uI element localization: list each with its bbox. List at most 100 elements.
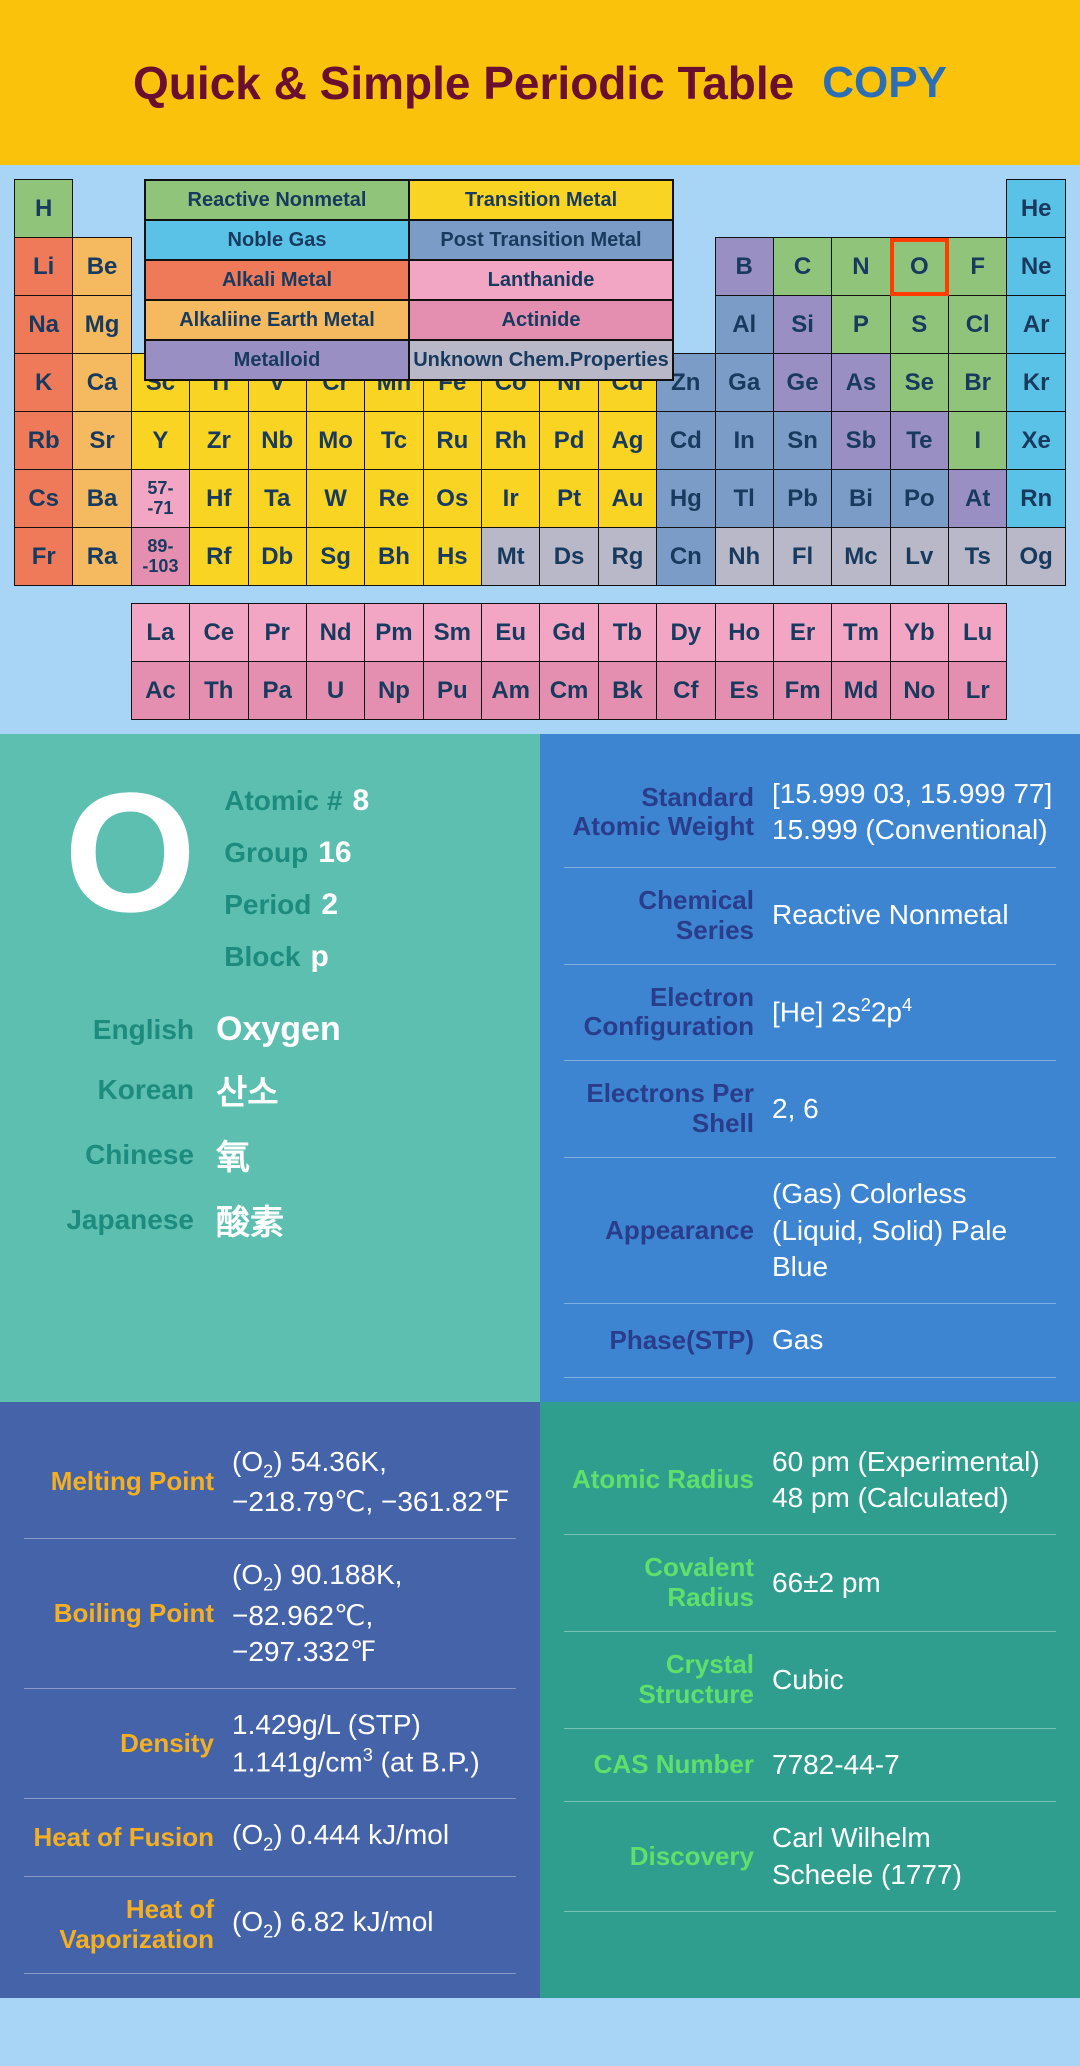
element-cell-Eu[interactable]: Eu [482, 604, 540, 662]
element-cell-Ts[interactable]: Ts [949, 528, 1007, 586]
element-cell-Er[interactable]: Er [773, 604, 831, 662]
element-cell-Ta[interactable]: Ta [248, 470, 306, 528]
element-cell-Xe[interactable]: Xe [1007, 412, 1066, 470]
element-cell-Ge[interactable]: Ge [773, 354, 831, 412]
element-cell-Ce[interactable]: Ce [190, 604, 248, 662]
element-cell-Hg[interactable]: Hg [657, 470, 715, 528]
element-cell-Am[interactable]: Am [482, 662, 540, 720]
element-cell-Fm[interactable]: Fm [773, 662, 831, 720]
element-cell-Ga[interactable]: Ga [715, 354, 773, 412]
element-cell-Zr[interactable]: Zr [190, 412, 248, 470]
element-cell-Gd[interactable]: Gd [540, 604, 598, 662]
element-cell-Pt[interactable]: Pt [540, 470, 598, 528]
element-cell-Hf[interactable]: Hf [190, 470, 248, 528]
element-cell-Dy[interactable]: Dy [657, 604, 715, 662]
element-cell-Mo[interactable]: Mo [306, 412, 364, 470]
element-cell-B[interactable]: B [715, 238, 773, 296]
element-cell-Ca[interactable]: Ca [73, 354, 131, 412]
element-cell-Cf[interactable]: Cf [657, 662, 715, 720]
element-cell-Mc[interactable]: Mc [832, 528, 890, 586]
element-cell-Nh[interactable]: Nh [715, 528, 773, 586]
element-cell-Au[interactable]: Au [598, 470, 656, 528]
element-cell-Pa[interactable]: Pa [248, 662, 306, 720]
element-cell-P[interactable]: P [832, 296, 890, 354]
element-cell-Pu[interactable]: Pu [423, 662, 481, 720]
element-cell-Np[interactable]: Np [365, 662, 423, 720]
element-cell-Db[interactable]: Db [248, 528, 306, 586]
element-cell-Li[interactable]: Li [15, 238, 73, 296]
element-cell-Na[interactable]: Na [15, 296, 73, 354]
element-cell-At[interactable]: At [949, 470, 1007, 528]
element-cell-Rn[interactable]: Rn [1007, 470, 1066, 528]
element-cell-Tb[interactable]: Tb [598, 604, 656, 662]
element-cell-Cl[interactable]: Cl [949, 296, 1007, 354]
element-cell-Fr[interactable]: Fr [15, 528, 73, 586]
element-cell-Es[interactable]: Es [715, 662, 773, 720]
element-cell-Ba[interactable]: Ba [73, 470, 131, 528]
element-cell-Kr[interactable]: Kr [1007, 354, 1066, 412]
element-cell-W[interactable]: W [306, 470, 364, 528]
element-cell-89- -103[interactable]: 89--103 [131, 528, 189, 586]
element-cell-Pb[interactable]: Pb [773, 470, 831, 528]
element-cell-Tm[interactable]: Tm [832, 604, 890, 662]
element-cell-Pm[interactable]: Pm [365, 604, 423, 662]
element-cell-No[interactable]: No [890, 662, 948, 720]
element-cell-Se[interactable]: Se [890, 354, 948, 412]
element-cell-Ra[interactable]: Ra [73, 528, 131, 586]
element-cell-Md[interactable]: Md [832, 662, 890, 720]
element-cell-Nd[interactable]: Nd [306, 604, 364, 662]
element-cell-Bk[interactable]: Bk [598, 662, 656, 720]
element-cell-Bi[interactable]: Bi [832, 470, 890, 528]
element-cell-Cn[interactable]: Cn [657, 528, 715, 586]
element-cell-Ar[interactable]: Ar [1007, 296, 1066, 354]
element-cell-Br[interactable]: Br [949, 354, 1007, 412]
element-cell-He[interactable]: He [1007, 180, 1066, 238]
element-cell-Lu[interactable]: Lu [949, 604, 1007, 662]
element-cell-57- -71[interactable]: 57--71 [131, 470, 189, 528]
element-cell-Nb[interactable]: Nb [248, 412, 306, 470]
element-cell-Po[interactable]: Po [890, 470, 948, 528]
element-cell-Tl[interactable]: Tl [715, 470, 773, 528]
element-cell-Ds[interactable]: Ds [540, 528, 598, 586]
element-cell-In[interactable]: In [715, 412, 773, 470]
element-cell-Mg[interactable]: Mg [73, 296, 131, 354]
element-cell-S[interactable]: S [890, 296, 948, 354]
element-cell-Ne[interactable]: Ne [1007, 238, 1066, 296]
element-cell-Ru[interactable]: Ru [423, 412, 481, 470]
element-cell-Pd[interactable]: Pd [540, 412, 598, 470]
element-cell-Sm[interactable]: Sm [423, 604, 481, 662]
element-cell-Fl[interactable]: Fl [773, 528, 831, 586]
element-cell-Yb[interactable]: Yb [890, 604, 948, 662]
element-cell-U[interactable]: U [306, 662, 364, 720]
element-cell-Si[interactable]: Si [773, 296, 831, 354]
element-cell-Lv[interactable]: Lv [890, 528, 948, 586]
element-cell-C[interactable]: C [773, 238, 831, 296]
element-cell-Cs[interactable]: Cs [15, 470, 73, 528]
element-cell-Rf[interactable]: Rf [190, 528, 248, 586]
element-cell-Y[interactable]: Y [131, 412, 189, 470]
element-cell-Os[interactable]: Os [423, 470, 481, 528]
element-cell-Cm[interactable]: Cm [540, 662, 598, 720]
element-cell-Sg[interactable]: Sg [306, 528, 364, 586]
copy-button[interactable]: COPY [822, 58, 947, 108]
element-cell-Rb[interactable]: Rb [15, 412, 73, 470]
element-cell-As[interactable]: As [832, 354, 890, 412]
element-cell-Sn[interactable]: Sn [773, 412, 831, 470]
element-cell-Be[interactable]: Be [73, 238, 131, 296]
element-cell-Al[interactable]: Al [715, 296, 773, 354]
element-cell-I[interactable]: I [949, 412, 1007, 470]
element-cell-Ag[interactable]: Ag [598, 412, 656, 470]
element-cell-Re[interactable]: Re [365, 470, 423, 528]
element-cell-N[interactable]: N [832, 238, 890, 296]
element-cell-La[interactable]: La [131, 604, 189, 662]
element-cell-Lr[interactable]: Lr [949, 662, 1007, 720]
element-cell-Tc[interactable]: Tc [365, 412, 423, 470]
element-cell-Pr[interactable]: Pr [248, 604, 306, 662]
element-cell-Ir[interactable]: Ir [482, 470, 540, 528]
element-cell-Th[interactable]: Th [190, 662, 248, 720]
element-cell-Te[interactable]: Te [890, 412, 948, 470]
element-cell-F[interactable]: F [949, 238, 1007, 296]
element-cell-Rh[interactable]: Rh [482, 412, 540, 470]
element-cell-Cd[interactable]: Cd [657, 412, 715, 470]
element-cell-Sr[interactable]: Sr [73, 412, 131, 470]
